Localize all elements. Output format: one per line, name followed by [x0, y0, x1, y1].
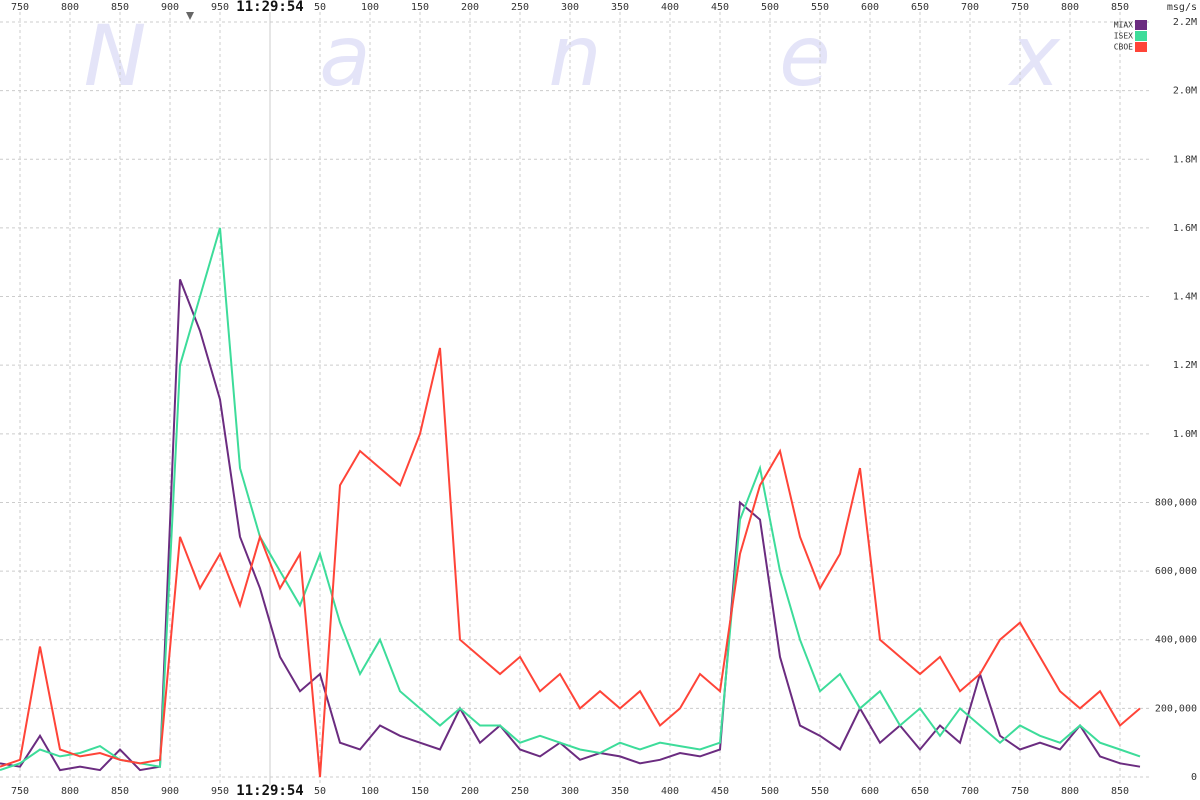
y-tick-label: 1.2M — [1173, 360, 1197, 371]
x-tick-label-bottom: 250 — [511, 786, 529, 797]
y-tick-label: 1.6M — [1173, 223, 1197, 234]
x-tick-label-bottom: 350 — [611, 786, 629, 797]
y-axis-label: msg/s — [1167, 2, 1197, 13]
x-tick-label-top: 900 — [161, 2, 179, 13]
x-tick-label-bottom: 600 — [861, 786, 879, 797]
watermark: a — [319, 7, 370, 105]
legend-swatch — [1135, 31, 1147, 41]
x-tick-label-bottom: 11:29:54 — [236, 783, 303, 799]
x-tick-label-top: 700 — [961, 2, 979, 13]
y-tick-label: 1.0M — [1173, 429, 1197, 440]
x-tick-label-bottom: 50 — [314, 786, 326, 797]
watermark: x — [1007, 7, 1061, 105]
y-tick-label: 200,000 — [1155, 703, 1197, 714]
x-tick-label-top: 650 — [911, 2, 929, 13]
y-tick-label: 1.8M — [1173, 154, 1197, 165]
x-tick-label-bottom: 850 — [1111, 786, 1129, 797]
x-tick-label-top: 50 — [314, 2, 326, 13]
x-tick-label-bottom: 800 — [1061, 786, 1079, 797]
x-tick-label-bottom: 950 — [211, 786, 229, 797]
x-tick-label-bottom: 900 — [161, 786, 179, 797]
x-tick-label-top: 350 — [611, 2, 629, 13]
y-tick-label: 2.2M — [1173, 17, 1197, 28]
series-line — [0, 227, 1141, 772]
x-tick-label-top: 600 — [861, 2, 879, 13]
x-tick-label-bottom: 750 — [11, 786, 29, 797]
x-tick-label-bottom: 200 — [461, 786, 479, 797]
x-tick-label-top: 850 — [1111, 2, 1129, 13]
x-tick-label-bottom: 150 — [411, 786, 429, 797]
x-tick-label-top: 550 — [811, 2, 829, 13]
legend-swatch — [1135, 20, 1147, 30]
x-tick-label-top: 750 — [1011, 2, 1029, 13]
watermark: N — [84, 7, 147, 105]
marker — [186, 12, 194, 20]
series-line — [0, 347, 1141, 778]
x-tick-label-top: 450 — [711, 2, 729, 13]
x-tick-label-top: 950 — [211, 2, 229, 13]
x-tick-label-bottom: 800 — [61, 786, 79, 797]
watermark: n — [548, 7, 601, 105]
x-tick-label-top: 11:29:54 — [236, 0, 303, 15]
x-tick-label-bottom: 650 — [911, 786, 929, 797]
watermark: e — [779, 7, 831, 105]
y-tick-label: 1.4M — [1173, 292, 1197, 303]
x-tick-label-top: 500 — [761, 2, 779, 13]
x-tick-label-bottom: 550 — [811, 786, 829, 797]
x-tick-label-top: 800 — [1061, 2, 1079, 13]
x-tick-label-bottom: 750 — [1011, 786, 1029, 797]
legend-label: CBOE — [1114, 43, 1133, 52]
x-tick-label-bottom: 300 — [561, 786, 579, 797]
x-tick-label-top: 100 — [361, 2, 379, 13]
x-tick-label-bottom: 500 — [761, 786, 779, 797]
x-tick-label-bottom: 850 — [111, 786, 129, 797]
y-tick-label: 800,000 — [1155, 497, 1197, 508]
x-tick-label-top: 250 — [511, 2, 529, 13]
x-tick-label-top: 400 — [661, 2, 679, 13]
y-tick-label: 600,000 — [1155, 566, 1197, 577]
x-tick-label-top: 850 — [111, 2, 129, 13]
legend-label: MIAX — [1114, 21, 1133, 30]
x-tick-label-bottom: 450 — [711, 786, 729, 797]
x-tick-label-top: 750 — [11, 2, 29, 13]
x-tick-label-top: 800 — [61, 2, 79, 13]
series-line — [0, 279, 1141, 772]
legend-label: ISEX — [1114, 32, 1133, 41]
x-tick-label-top: 200 — [461, 2, 479, 13]
y-tick-label: 400,000 — [1155, 635, 1197, 646]
y-tick-label: 0 — [1191, 772, 1197, 783]
x-tick-label-top: 300 — [561, 2, 579, 13]
x-tick-label-bottom: 100 — [361, 786, 379, 797]
y-tick-label: 2.0M — [1173, 86, 1197, 97]
x-tick-label-bottom: 400 — [661, 786, 679, 797]
x-tick-label-bottom: 700 — [961, 786, 979, 797]
legend-swatch — [1135, 42, 1147, 52]
x-tick-label-top: 150 — [411, 2, 429, 13]
